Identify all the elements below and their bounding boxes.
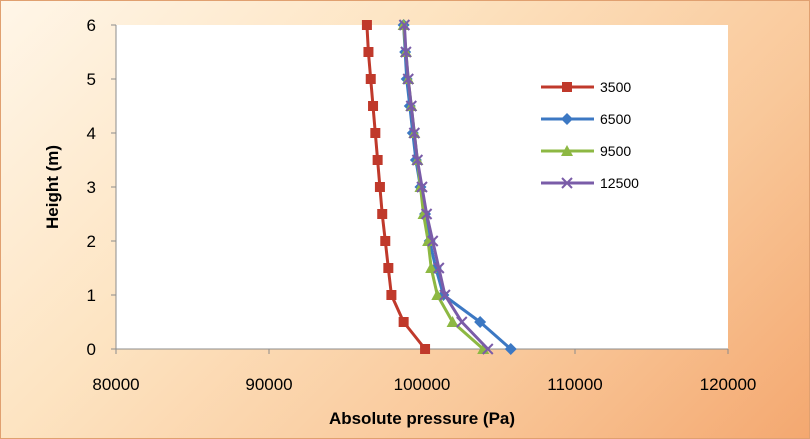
data-point [411,154,424,166]
data-point [420,208,433,220]
y-tick-label: 2 [87,232,96,251]
data-point [420,344,431,354]
data-point [380,236,391,246]
x-tick-label: 90000 [245,375,292,394]
data-point [368,101,379,111]
data-point [365,74,376,84]
data-point [372,155,383,165]
data-point [398,19,411,31]
data-point [456,316,468,328]
data-point [377,209,388,219]
data-point [398,317,409,327]
legend-label: 9500 [600,143,631,159]
y-tick-label: 1 [87,286,96,305]
data-point [504,343,517,355]
data-point [374,182,385,192]
legend-marker [562,82,572,92]
y-tick-label: 4 [87,124,96,143]
x-tick-label: 110000 [547,375,602,394]
legend-marker [561,145,573,156]
data-point [433,262,445,274]
data-point [427,235,439,247]
legend-marker [561,113,573,125]
data-point [439,289,451,301]
y-tick-label: 6 [87,16,96,35]
data-point [425,262,438,273]
x-tick-label: 100000 [394,375,451,394]
data-point [474,316,487,328]
y-tick-label: 3 [87,178,96,197]
x-tick-label: 80000 [92,375,139,394]
legend-item-9500: 9500 [541,143,631,159]
y-tick-label: 5 [87,70,96,89]
legend-label: 3500 [600,79,631,95]
y-axis-title: Height (m) [43,145,62,229]
series-12500 [398,19,494,355]
series-layer [361,19,517,355]
legend-item-12500: 12500 [541,175,639,191]
y-tick-label: 0 [87,340,96,359]
data-point [400,46,412,58]
legend-item-3500: 3500 [541,79,631,95]
data-point [361,20,372,30]
legend: 3500 6500 9500 12500 [541,79,639,191]
legend-item-6500: 6500 [541,111,631,127]
data-point [383,263,394,273]
legend-label: 6500 [600,111,631,127]
legend-marker [561,177,573,189]
data-point [405,100,417,112]
x-axis-title: Absolute pressure (Pa) [329,409,515,428]
data-point [402,73,414,85]
data-point [370,128,381,138]
data-point [431,289,444,300]
data-point [386,290,397,300]
data-point [408,127,421,139]
x-tick-label: 120000 [700,375,757,394]
data-point [363,47,374,57]
legend-label: 12500 [600,175,639,191]
data-point [482,343,494,355]
data-point [416,181,428,193]
data-point [446,316,459,327]
axes: 0 1 2 3 4 5 6 80000 90000 100000 110000 120000 [87,16,757,394]
series-3500 [361,20,431,354]
